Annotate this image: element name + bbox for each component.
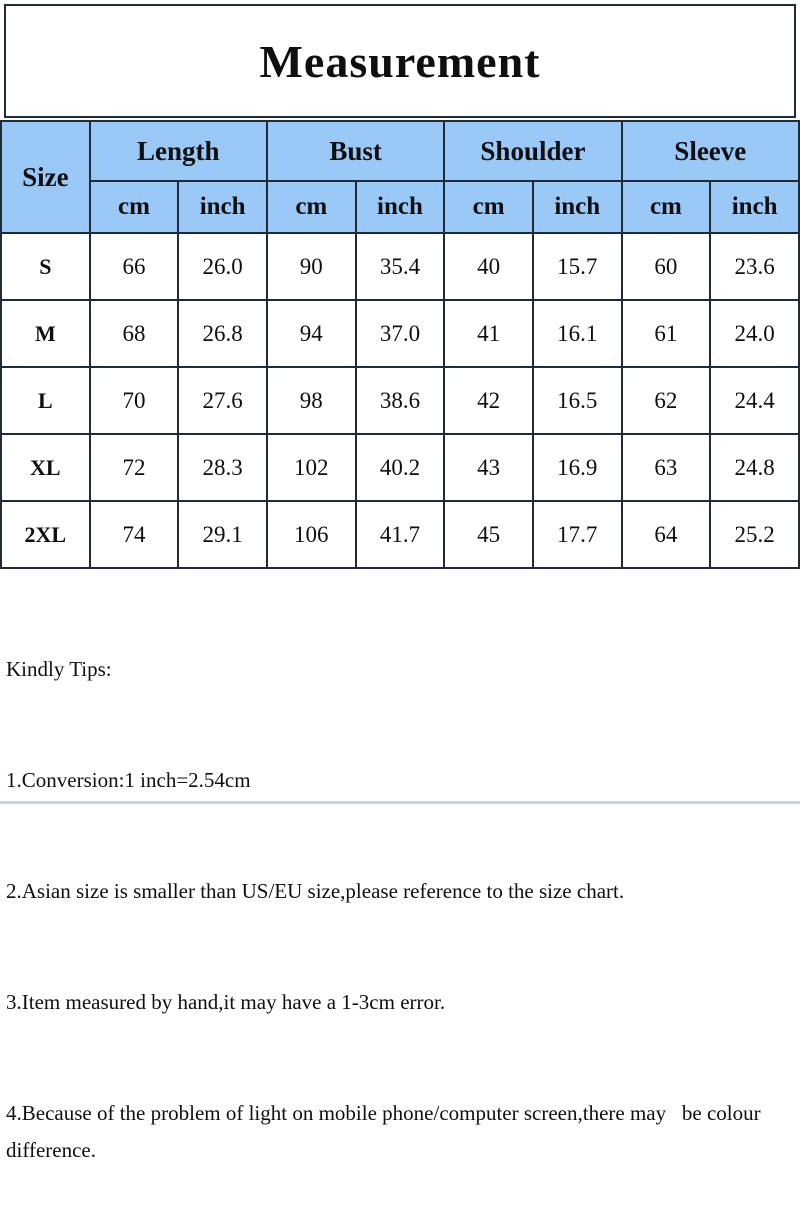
table-cell: 29.1 [177, 500, 268, 569]
unit-header-sleeve-cm: cm [620, 180, 712, 234]
table-cell: 40 [443, 232, 534, 301]
unit-header-shoulder-cm: cm [443, 180, 534, 234]
table-cell: 62 [620, 366, 712, 435]
header-group-row: Size Length Bust Shoulder Sleeve [0, 120, 800, 234]
size-chart-table: Size Length Bust Shoulder Sleeve cm inch… [0, 120, 800, 569]
size-label: S [0, 232, 91, 301]
table-row-2xl: 2XL 74 29.1 106 41.7 45 17.7 64 25.2 [0, 500, 800, 569]
table-cell: 98 [265, 366, 357, 435]
tip-item-2: 2.Asian size is smaller than US/EU size,… [6, 879, 625, 903]
table-cell: 40.2 [354, 433, 446, 502]
tip-item-1: 1.Conversion:1 inch=2.54cm [6, 768, 251, 792]
size-label: M [0, 299, 91, 368]
table-cell: 42 [443, 366, 534, 435]
table-row-m: M 68 26.8 94 37.0 41 16.1 61 24.0 [0, 299, 800, 368]
tip-item-4: 4.Because of the problem of light on mob… [6, 1101, 766, 1162]
column-header-length: Length [88, 120, 268, 182]
table-row-s: S 66 26.0 90 35.4 40 15.7 60 23.6 [0, 232, 800, 301]
table-cell: 43 [443, 433, 534, 502]
table-cell: 24.8 [709, 433, 800, 502]
tips-section: Kindly Tips: 1.Conversion:1 inch=2.54cm … [0, 569, 800, 1206]
table-cell: 63 [620, 433, 712, 502]
table-cell: 41 [443, 299, 534, 368]
table-cell: 70 [88, 366, 180, 435]
unit-header-shoulder-inch: inch [531, 180, 623, 234]
table-cell: 27.6 [177, 366, 268, 435]
unit-header-sleeve-inch: inch [709, 180, 800, 234]
table-cell: 24.4 [709, 366, 800, 435]
unit-header-length-cm: cm [88, 180, 180, 234]
page-title: Measurement [259, 35, 541, 87]
table-cell: 38.6 [354, 366, 446, 435]
table-cell: 60 [620, 232, 712, 301]
table-cell: 24.0 [709, 299, 800, 368]
table-cell: 28.3 [177, 433, 268, 502]
unit-header-bust-cm: cm [265, 180, 357, 234]
bottom-divider [0, 801, 800, 804]
table-cell: 72 [88, 433, 180, 502]
table-cell: 17.7 [531, 500, 623, 569]
unit-header-length-inch: inch [177, 180, 268, 234]
size-label: XL [0, 433, 91, 502]
table-cell: 45 [443, 500, 534, 569]
table-cell: 41.7 [354, 500, 446, 569]
table-row-l: L 70 27.6 98 38.6 42 16.5 62 24.4 [0, 366, 800, 435]
table-cell: 66 [88, 232, 180, 301]
table-cell: 26.8 [177, 299, 268, 368]
table-row-xl: XL 72 28.3 102 40.2 43 16.9 63 24.8 [0, 433, 800, 502]
unit-header-bust-inch: inch [354, 180, 446, 234]
column-header-bust: Bust [265, 120, 446, 182]
column-header-sleeve: Sleeve [620, 120, 800, 182]
column-header-shoulder: Shoulder [443, 120, 623, 182]
column-header-size: Size [0, 120, 91, 234]
table-cell: 37.0 [354, 299, 446, 368]
title-box: Measurement [4, 4, 796, 118]
table-cell: 90 [265, 232, 357, 301]
table-cell: 25.2 [709, 500, 800, 569]
size-label: 2XL [0, 500, 91, 569]
table-cell: 23.6 [709, 232, 800, 301]
table-cell: 106 [265, 500, 357, 569]
table-cell: 16.1 [531, 299, 623, 368]
size-label: L [0, 366, 91, 435]
table-cell: 94 [265, 299, 357, 368]
table-cell: 16.5 [531, 366, 623, 435]
table-cell: 16.9 [531, 433, 623, 502]
table-cell: 102 [265, 433, 357, 502]
table-cell: 15.7 [531, 232, 623, 301]
table-cell: 68 [88, 299, 180, 368]
table-cell: 64 [620, 500, 712, 569]
table-cell: 26.0 [177, 232, 268, 301]
table-cell: 35.4 [354, 232, 446, 301]
header-unit-row: cm inch cm inch cm inch cm inch [1, 180, 800, 234]
tip-item-3: 3.Item measured by hand,it may have a 1-… [6, 990, 446, 1014]
tips-heading: Kindly Tips: [6, 657, 112, 681]
table-cell: 61 [620, 299, 712, 368]
table-cell: 74 [88, 500, 180, 569]
